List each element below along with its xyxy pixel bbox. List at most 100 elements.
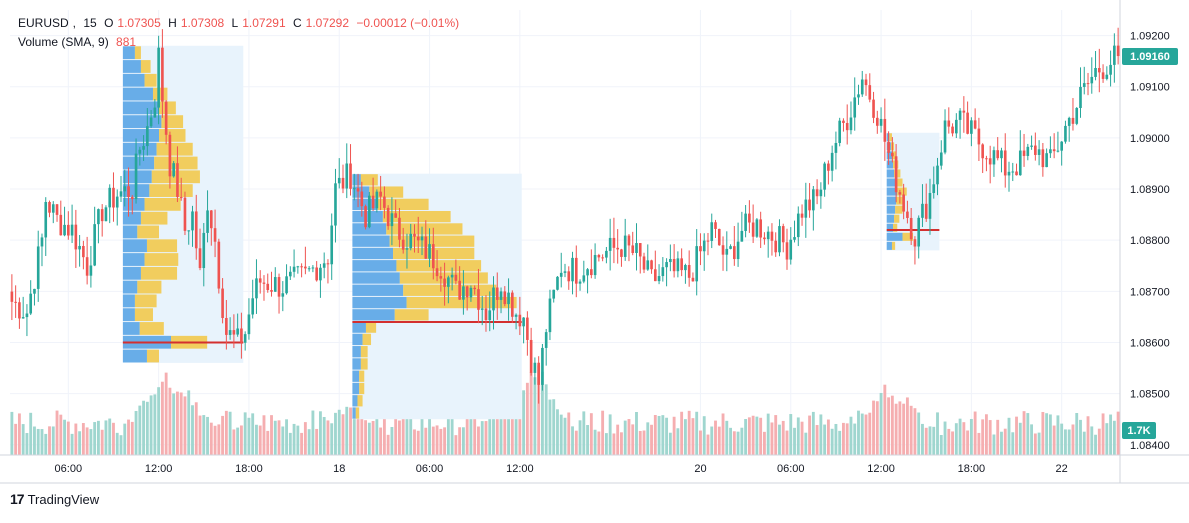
- volume-bar: [762, 431, 766, 455]
- volume-bar: [1022, 411, 1026, 455]
- candle-body: [251, 298, 255, 315]
- volume-profile-up-row: [352, 395, 358, 407]
- volume-profile-up-row: [352, 333, 363, 346]
- volume-bar: [597, 431, 601, 455]
- volume-bar: [1030, 424, 1034, 455]
- volume-profile-up-row: [352, 382, 360, 395]
- volume-bar: [954, 423, 958, 455]
- tradingview-logo[interactable]: 17 TradingView: [10, 491, 99, 507]
- candle-body: [146, 126, 149, 147]
- volume-bar: [29, 412, 33, 455]
- volume-profile-down-row: [895, 178, 903, 187]
- volume-bar: [93, 422, 97, 455]
- volume-profile-down-row: [360, 174, 378, 186]
- volume-indicator-label[interactable]: Volume (SMA, 9): [18, 35, 109, 49]
- candle-body: [710, 222, 714, 241]
- candle-body: [921, 203, 924, 218]
- time-tick-label: 18:00: [235, 463, 263, 475]
- last-price-tag: [1122, 48, 1178, 66]
- candle-body: [800, 213, 804, 218]
- price-tick-label: 1.08500: [1130, 389, 1170, 401]
- volume-bar: [142, 400, 146, 455]
- volume-profile-up-row: [352, 260, 397, 272]
- volume-bar: [1041, 411, 1045, 455]
- volume-bar: [525, 382, 529, 455]
- volume-profile-down-row: [891, 241, 896, 250]
- candle-body: [443, 278, 446, 287]
- candle-body: [518, 314, 522, 327]
- symbol-name[interactable]: EURUSD: [18, 16, 69, 30]
- candle-body: [962, 110, 966, 113]
- volume-profile-down-row: [359, 370, 365, 382]
- candle-body: [781, 226, 785, 243]
- candle-body: [394, 213, 397, 218]
- volume-profile-down-row: [891, 151, 897, 160]
- volume-bar: [428, 415, 431, 455]
- candle-body: [529, 339, 533, 373]
- candle-body: [1101, 72, 1105, 79]
- volume-bar: [1105, 423, 1109, 455]
- candle-body: [221, 288, 224, 318]
- volume-bar: [379, 427, 383, 455]
- candle-body: [511, 292, 514, 317]
- candle-body: [763, 237, 766, 240]
- candle-body: [311, 267, 315, 269]
- volume-bar: [582, 411, 586, 455]
- volume-legend[interactable]: Volume (SMA, 9) 881: [18, 35, 140, 49]
- interval[interactable]: 15: [83, 16, 97, 30]
- candle-body: [849, 117, 853, 131]
- candle-body: [503, 291, 507, 305]
- volume-bar: [552, 399, 556, 455]
- volume-bar: [589, 413, 593, 455]
- volume-bar: [371, 420, 375, 455]
- volume-bar: [168, 387, 172, 455]
- volume-profile-down-row: [396, 260, 482, 272]
- volume-bar: [458, 427, 462, 455]
- volume-bar: [747, 417, 751, 455]
- volume-bar: [300, 432, 304, 455]
- candle-body: [544, 332, 548, 348]
- candle-body: [988, 158, 992, 165]
- volume-profile-up-row: [352, 370, 360, 382]
- time-tick-label: 06:00: [55, 463, 83, 475]
- candle-body: [789, 239, 793, 260]
- volume-bar: [303, 422, 307, 455]
- candle-body: [236, 328, 239, 335]
- candle-body: [755, 219, 759, 237]
- candle-body: [112, 187, 115, 208]
- candle-body: [687, 265, 691, 278]
- candle-body: [1003, 150, 1007, 176]
- volume-profile-up-row: [122, 156, 155, 170]
- volume-bar: [710, 426, 714, 455]
- candle-body: [330, 225, 334, 265]
- volume-bar: [119, 435, 123, 455]
- volume-profile-down-row: [362, 333, 372, 346]
- volume-bar: [70, 433, 74, 455]
- volume-bar: [721, 413, 725, 455]
- volume-bar: [1037, 432, 1041, 455]
- volume-bar: [823, 424, 827, 455]
- candle-body: [334, 183, 337, 226]
- volume-bar: [492, 414, 495, 455]
- volume-bar: [830, 428, 834, 455]
- candle-body: [40, 237, 44, 247]
- candle-body: [635, 243, 638, 253]
- volume-bar: [755, 416, 759, 455]
- volume-profile-down-row: [406, 296, 517, 309]
- volume-bar: [623, 420, 627, 455]
- volume-bar: [1000, 431, 1003, 455]
- volume-bar: [992, 434, 996, 455]
- volume-bar: [838, 430, 842, 455]
- volume-bar: [44, 433, 48, 455]
- volume-profile-down-row: [365, 321, 377, 333]
- candle-body: [928, 193, 932, 219]
- volume-profile-up-row: [122, 322, 140, 335]
- candle-body: [665, 262, 668, 268]
- candle-body: [352, 188, 356, 190]
- volume-bar: [488, 414, 492, 455]
- volume-bar: [601, 410, 605, 455]
- candle-body: [563, 271, 567, 273]
